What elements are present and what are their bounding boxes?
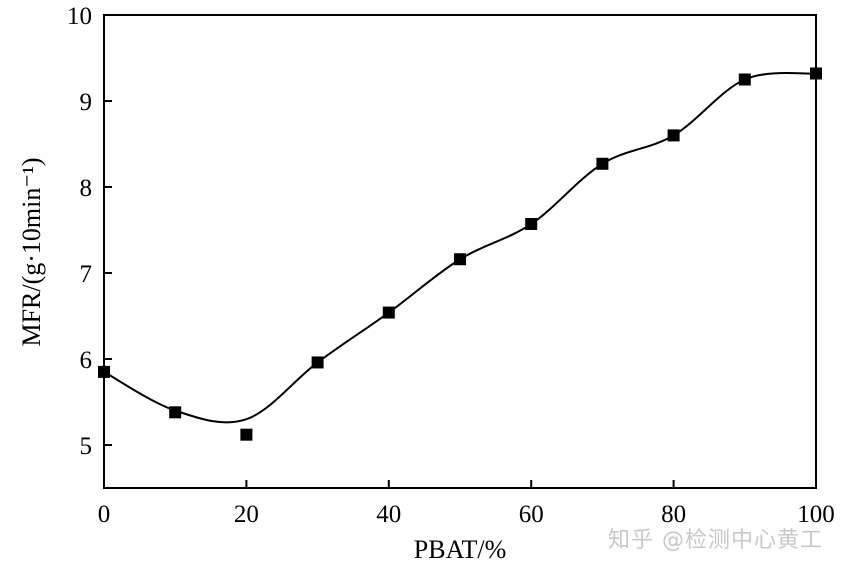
x-tick-label: 60 [519, 501, 544, 528]
data-point [738, 73, 751, 86]
data-point [240, 428, 253, 441]
y-tick-label: 7 [80, 261, 93, 288]
x-axis-title: PBAT/% [414, 535, 506, 564]
x-tick-label: 0 [98, 501, 111, 528]
y-tick-label: 9 [80, 89, 93, 116]
data-point [596, 157, 609, 170]
data-points [98, 67, 822, 441]
plot-frame [103, 14, 817, 489]
x-tick-label: 80 [661, 501, 686, 528]
fit-curve [103, 72, 817, 424]
y-axis-title: MFR/(g·10min⁻¹) [17, 157, 46, 346]
data-point [454, 253, 466, 266]
x-tick-label: 20 [234, 501, 259, 528]
x-tick-label: 100 [797, 501, 835, 528]
watermark-text: 知乎 @检测中心黄工 [608, 528, 823, 553]
data-point [382, 306, 395, 319]
data-point [667, 129, 680, 142]
data-point [311, 356, 324, 369]
x-axis-ticks: 0 20 40 60 80 100 [98, 480, 835, 528]
y-tick-label: 10 [67, 3, 92, 30]
y-axis-ticks: 5 6 7 8 9 10 [67, 3, 112, 460]
data-point [98, 365, 110, 378]
data-point [525, 217, 538, 230]
data-point [169, 406, 182, 419]
data-point [810, 67, 822, 80]
y-tick-label: 5 [80, 433, 93, 460]
y-tick-label: 8 [80, 175, 93, 202]
x-tick-label: 40 [376, 501, 401, 528]
y-tick-label: 6 [80, 347, 93, 374]
